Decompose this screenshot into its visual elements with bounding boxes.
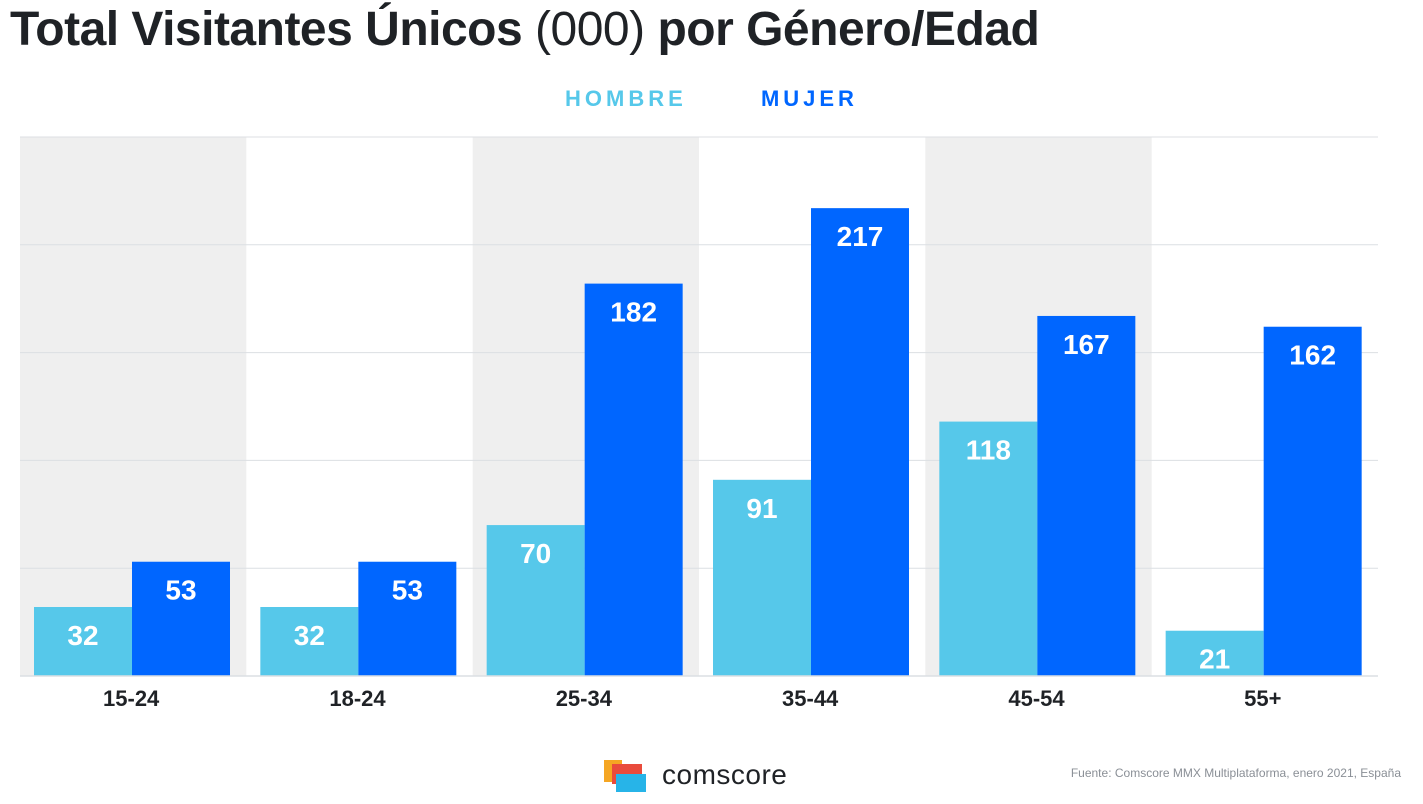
- title-tail: por Género/Edad: [657, 3, 1040, 56]
- x-tick-label-45-54: 45-54: [1008, 686, 1065, 711]
- data-label-hombre-18-24: 32: [294, 620, 325, 651]
- legend-item-hombre: HOMBRE: [565, 86, 687, 111]
- x-tick-label-55+: 55+: [1244, 686, 1281, 711]
- bar-mujer-35-44: [811, 208, 909, 676]
- title-main: Total Visitantes Únicos: [10, 3, 523, 56]
- comscore-logo: comscore: [604, 758, 787, 792]
- data-label-hombre-55+: 21: [1199, 644, 1230, 675]
- bar-mujer-55+: [1263, 326, 1362, 676]
- legend-item-mujer: MUJER: [760, 86, 858, 111]
- bar-hombre-15-24: [34, 607, 132, 676]
- legend: HOMBRE MUJER: [0, 86, 1423, 112]
- x-tick-label-15-24: 15-24: [103, 686, 160, 711]
- x-tick-label-25-34: 25-34: [556, 686, 613, 711]
- chart-title: Total Visitantes Únicos (000) por Género…: [10, 2, 1040, 58]
- bar-mujer-15-24: [132, 561, 230, 676]
- data-label-mujer-55+: 162: [1289, 340, 1336, 371]
- title-unit: (000): [535, 3, 645, 56]
- bar-chart: 32 53 15-24 32 53 18-24 70 182 25-34 91 217 35-44 11…: [20, 136, 1378, 711]
- bar-hombre-35-44: [713, 479, 811, 676]
- data-label-mujer-35-44: 217: [837, 221, 884, 252]
- comscore-logo-icon: [604, 758, 648, 792]
- data-label-hombre-45-54: 118: [966, 435, 1011, 466]
- bar-hombre-18-24: [260, 607, 359, 676]
- bar-mujer-45-54: [1037, 315, 1136, 676]
- data-label-mujer-18-24: 53: [392, 575, 423, 606]
- data-label-hombre-25-34: 70: [520, 538, 551, 569]
- comscore-logo-text: comscore: [662, 759, 788, 790]
- data-label-mujer-15-24: 53: [165, 575, 196, 606]
- data-label-hombre-35-44: 91: [746, 493, 777, 524]
- data-label-mujer-25-34: 182: [610, 297, 657, 328]
- source-note: Fuente: Comscore MMX Multiplataforma, en…: [1070, 766, 1401, 780]
- bar-hombre-55+: [1165, 630, 1264, 676]
- bar-mujer-25-34: [584, 283, 683, 676]
- bar-hombre-25-34: [486, 525, 585, 676]
- bar-hombre-45-54: [939, 421, 1038, 676]
- bar-mujer-18-24: [358, 561, 457, 676]
- data-label-mujer-45-54: 167: [1063, 329, 1110, 360]
- x-tick-label-18-24: 18-24: [329, 686, 386, 711]
- data-label-hombre-15-24: 32: [67, 620, 98, 651]
- x-tick-label-35-44: 35-44: [782, 686, 839, 711]
